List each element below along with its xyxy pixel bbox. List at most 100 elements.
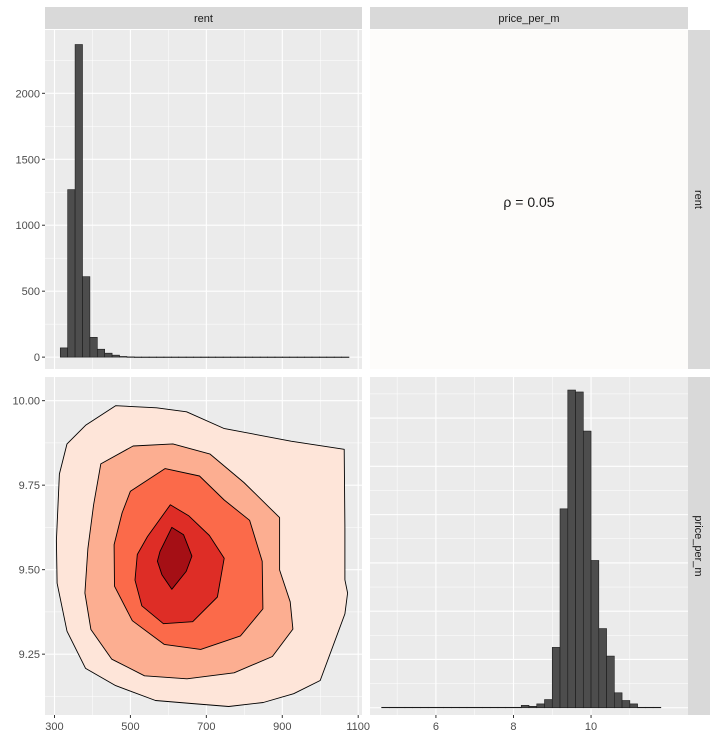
histogram-bar xyxy=(598,628,607,709)
histogram-bar xyxy=(614,692,623,709)
histogram-bar xyxy=(575,391,584,709)
histogram-bar xyxy=(163,356,172,358)
strip-col-rent xyxy=(45,7,362,29)
y-tick-label: 0 xyxy=(34,352,40,364)
histogram-bar xyxy=(185,356,194,358)
histogram-bar xyxy=(267,356,276,358)
y-tick-label: 10.00 xyxy=(12,396,40,408)
histogram-bar xyxy=(230,356,239,358)
histogram-bar xyxy=(551,647,561,709)
histogram-bar xyxy=(489,706,499,709)
strip-row-price-label: price_per_m xyxy=(692,515,704,576)
x-tick-label: 8 xyxy=(510,721,516,733)
histogram-bar xyxy=(606,655,615,709)
histogram-bar xyxy=(420,706,429,709)
x-tick-label: 500 xyxy=(121,721,139,733)
histogram-bar xyxy=(396,706,406,709)
histogram-bar xyxy=(637,706,646,709)
x-tick-label: 300 xyxy=(45,721,63,733)
histogram-bar xyxy=(208,356,217,358)
x-tick-label: 700 xyxy=(197,721,215,733)
histogram-bar xyxy=(222,356,231,358)
histogram-bar xyxy=(645,706,654,709)
histogram-bar xyxy=(148,356,157,358)
histogram-bar xyxy=(319,356,328,358)
price-histogram xyxy=(370,377,688,715)
x-tick-label: 10 xyxy=(585,721,597,733)
x-tick-label: 1100 xyxy=(346,721,370,733)
price-histogram-panel xyxy=(370,377,688,715)
histogram-bar xyxy=(193,356,202,358)
histogram-bar xyxy=(482,706,491,709)
y-tick-label: 9.75 xyxy=(19,480,40,492)
y-tick-label: 2000 xyxy=(16,88,40,100)
histogram-bar xyxy=(451,706,460,709)
strip-col-price xyxy=(370,7,688,29)
histogram-bar xyxy=(652,706,662,709)
x-tick-label: 900 xyxy=(273,721,291,733)
histogram-bar xyxy=(567,389,576,709)
histogram-bar xyxy=(215,356,224,358)
histogram-bar xyxy=(326,356,335,358)
histogram-bar xyxy=(435,706,444,709)
histogram-bar xyxy=(505,706,514,709)
histogram-bar xyxy=(528,706,538,709)
histogram-bar xyxy=(341,356,350,358)
histogram-bar xyxy=(126,356,135,358)
histogram-bar xyxy=(381,706,390,709)
histogram-bar xyxy=(311,356,320,358)
y-tick-label: 9.50 xyxy=(19,565,40,577)
histogram-bar xyxy=(466,706,476,709)
y-tick-label: 1000 xyxy=(16,220,40,232)
histogram-bar xyxy=(629,703,638,709)
histogram-bar xyxy=(497,706,507,709)
histogram-bar xyxy=(134,356,143,358)
histogram-bar xyxy=(96,348,105,358)
correlation-label: ρ = 0.05 xyxy=(503,194,554,210)
histogram-bar xyxy=(333,356,342,358)
histogram-bar xyxy=(389,706,398,709)
histogram-bar xyxy=(458,706,468,709)
x-tick-label: 6 xyxy=(433,721,439,733)
histogram-bar xyxy=(582,430,592,709)
strip-row-rent-label: rent xyxy=(692,190,704,209)
histogram-bar xyxy=(200,356,209,358)
histogram-bar xyxy=(74,44,83,358)
histogram-bar xyxy=(590,560,600,709)
histogram-bar xyxy=(544,699,553,709)
histogram-bar xyxy=(513,706,522,709)
histogram-bar xyxy=(304,356,313,358)
histogram-bar xyxy=(404,706,413,709)
histogram-bar xyxy=(296,356,305,358)
histogram-bar xyxy=(245,356,254,358)
histogram-bar xyxy=(427,706,437,709)
histogram-bar xyxy=(282,356,291,358)
histogram-bar xyxy=(111,354,120,358)
histogram-bar xyxy=(252,356,261,358)
histogram-bar xyxy=(89,337,98,358)
y-tick-label: 500 xyxy=(22,286,40,298)
histogram-bar xyxy=(119,356,128,358)
histogram-bar xyxy=(520,705,530,709)
histogram-bar xyxy=(621,700,631,709)
histogram-bar xyxy=(178,356,187,358)
strip-col-rent-label: rent xyxy=(194,13,213,25)
histogram-bar xyxy=(536,703,545,709)
histogram-bar xyxy=(67,189,76,358)
histogram-bar xyxy=(412,706,421,709)
rent-histogram-panel xyxy=(45,30,362,369)
density-contours xyxy=(45,377,362,715)
histogram-bar xyxy=(274,356,283,358)
density-contour-level-5 xyxy=(156,526,193,590)
strip-row-rent xyxy=(688,30,710,369)
correlation-panel xyxy=(370,30,688,369)
histogram-bar xyxy=(82,276,91,358)
rent-histogram xyxy=(45,30,362,369)
histogram-bar xyxy=(171,356,180,358)
histogram-bar xyxy=(474,706,483,709)
histogram-bar xyxy=(259,356,268,358)
histogram-bar xyxy=(443,706,452,709)
histogram-bar xyxy=(559,508,569,709)
histogram-bar xyxy=(237,356,246,358)
